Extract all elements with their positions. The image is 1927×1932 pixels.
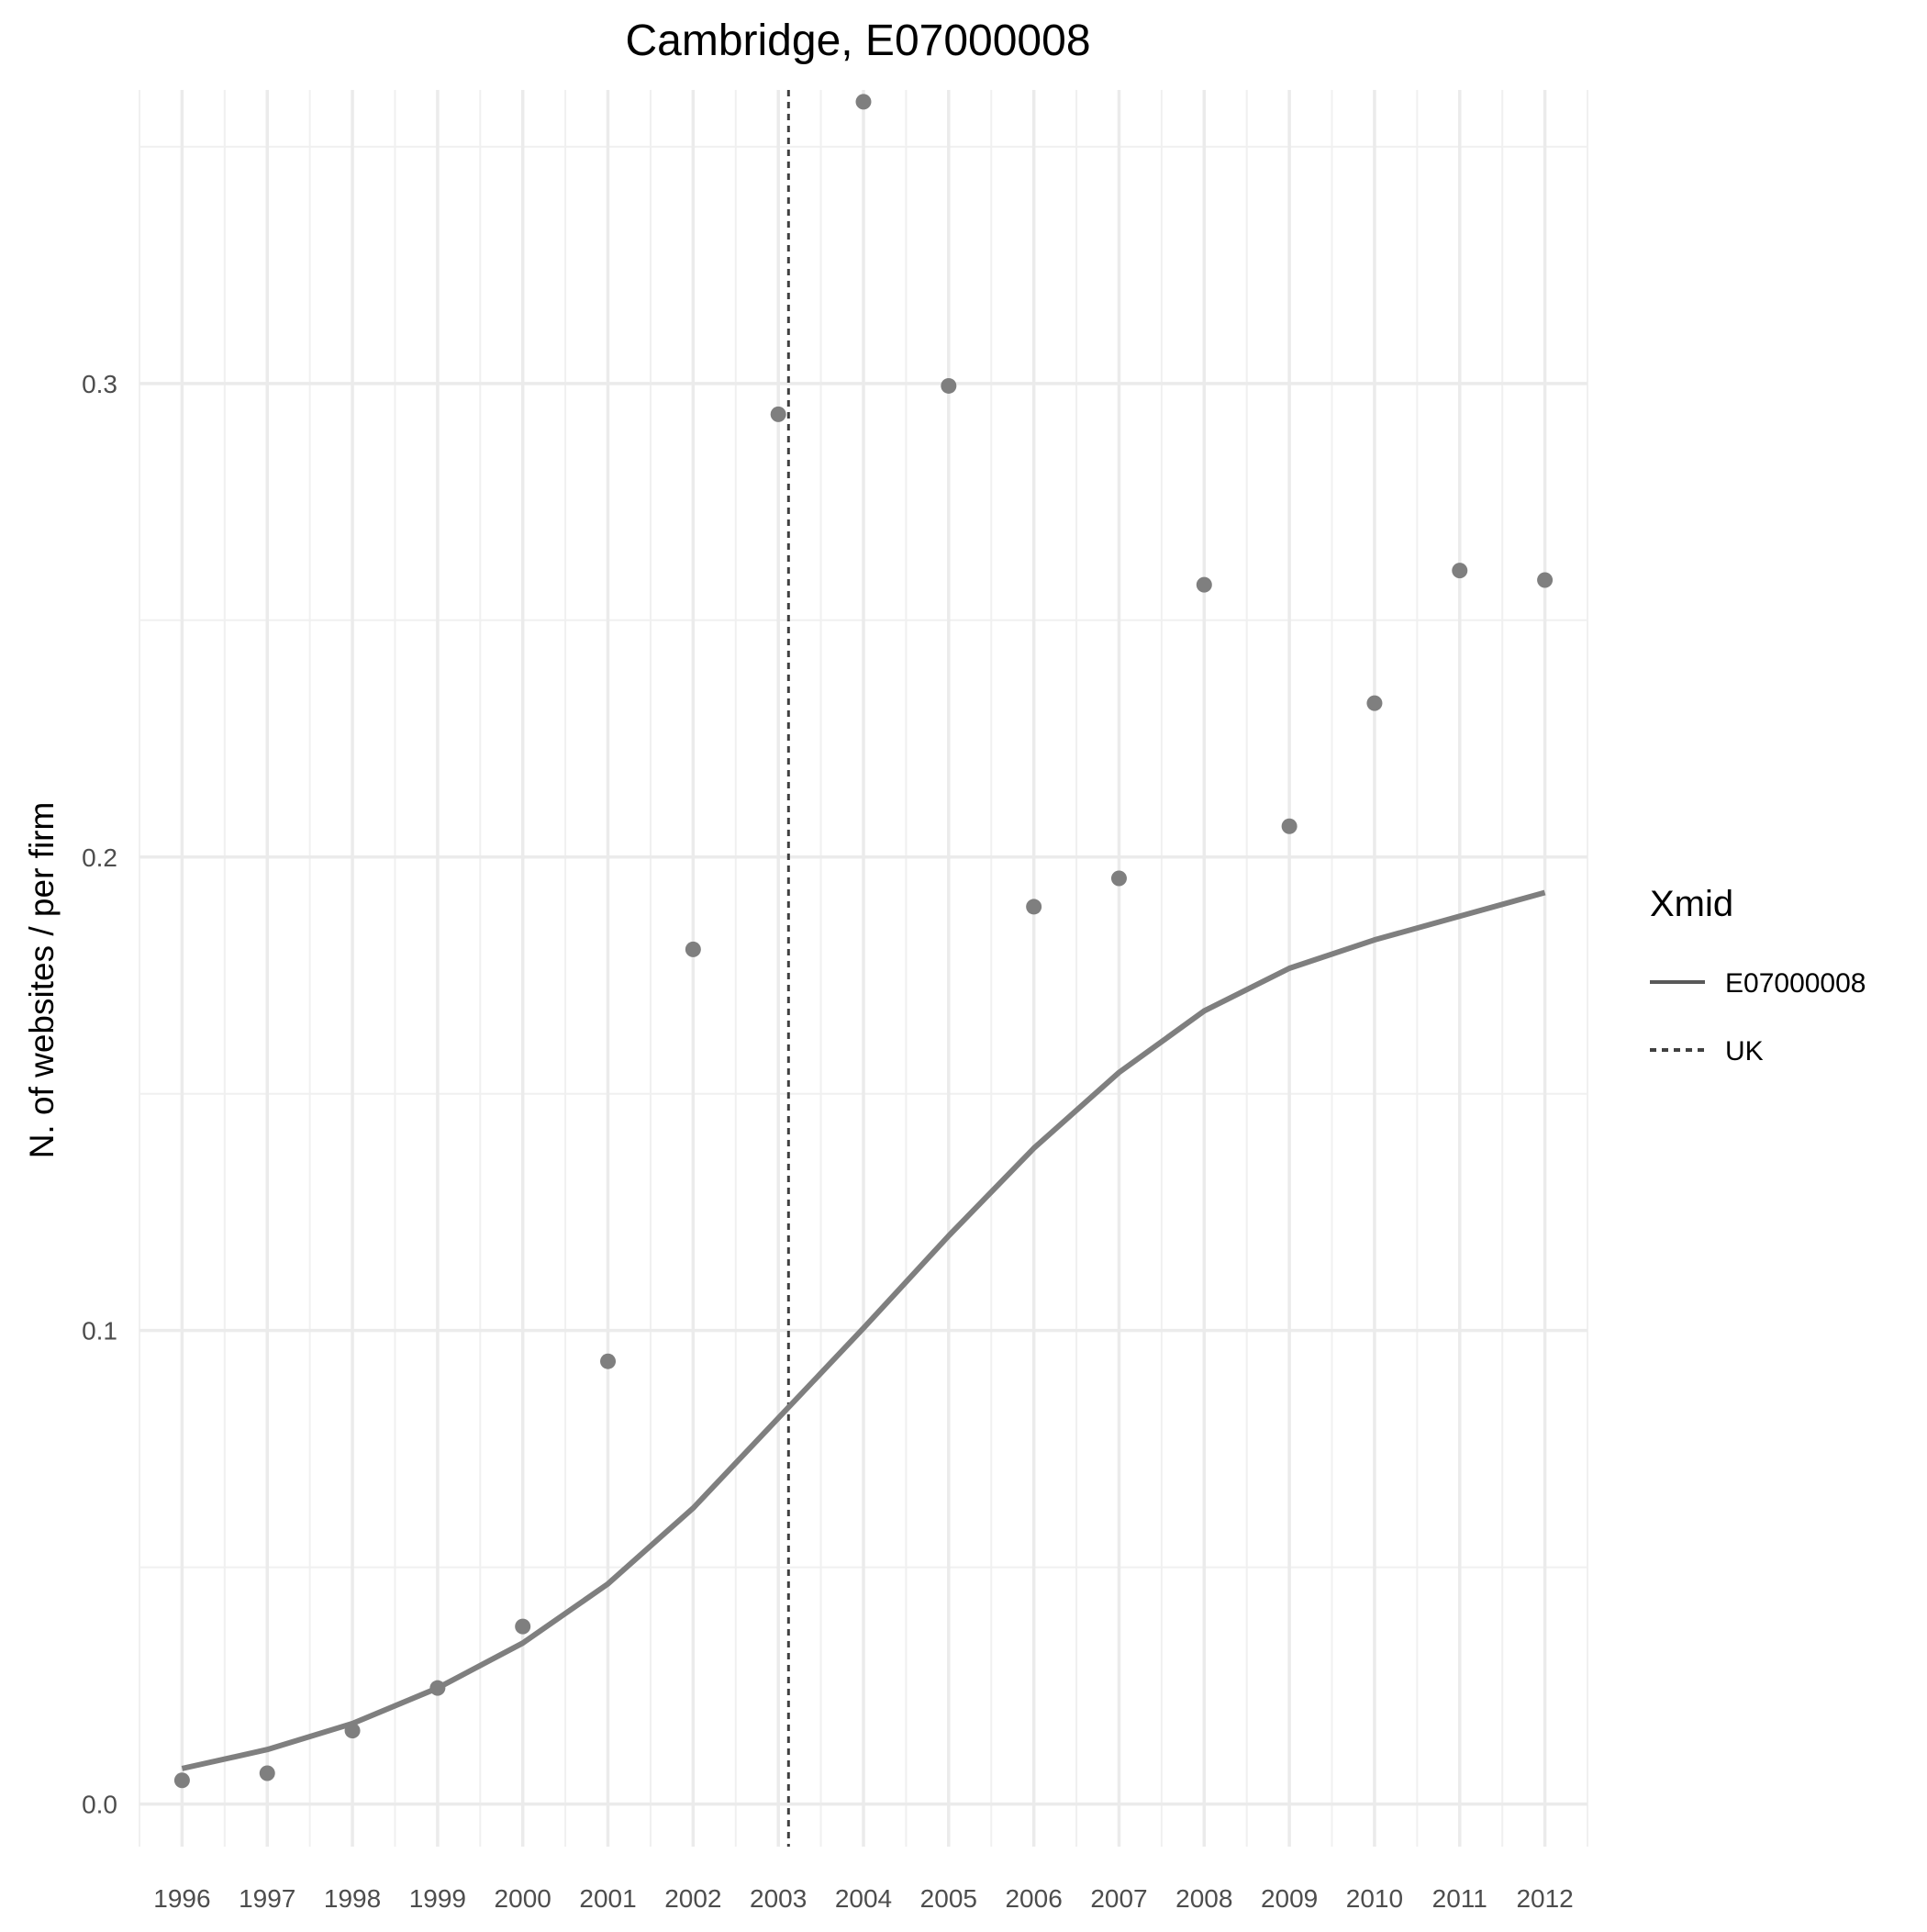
x-tick-label: 1999 bbox=[409, 1884, 466, 1913]
data-point bbox=[770, 406, 786, 422]
series-line-e07000008 bbox=[181, 889, 1546, 1771]
x-tick-label: 1997 bbox=[239, 1884, 295, 1913]
axis-labels: 1996 1997 1998 1999 2000 2001 2002 2003 2004 2005… bbox=[82, 370, 1574, 1913]
x-tick-label: 2009 bbox=[1261, 1884, 1318, 1913]
data-point bbox=[515, 1618, 531, 1635]
data-point bbox=[1196, 576, 1212, 593]
data-point bbox=[1366, 695, 1383, 711]
y-tick-label: 0.2 bbox=[82, 843, 117, 872]
data-point bbox=[685, 941, 701, 957]
data-point bbox=[1281, 818, 1298, 834]
legend-title: Xmid bbox=[1650, 884, 1733, 924]
data-point bbox=[600, 1353, 617, 1369]
grid-layer bbox=[139, 90, 1588, 1847]
legend-label: E07000008 bbox=[1725, 968, 1866, 999]
legend-entries: E07000008 UK bbox=[1650, 968, 1866, 1067]
data-point bbox=[855, 94, 872, 110]
y-axis-title: N. of websites / per firm bbox=[23, 802, 61, 1159]
data-point bbox=[344, 1723, 361, 1739]
legend: Xmid E07000008 UK bbox=[1650, 884, 1866, 1067]
point-layer bbox=[173, 94, 1554, 1789]
y-tick-label: 0.1 bbox=[82, 1317, 117, 1346]
x-tick-label: 1998 bbox=[324, 1884, 381, 1913]
x-tick-label: 2002 bbox=[664, 1884, 721, 1913]
x-tick-label: 2000 bbox=[495, 1884, 551, 1913]
x-tick-label: 2008 bbox=[1175, 1884, 1232, 1913]
x-tick-label: 1996 bbox=[153, 1884, 210, 1913]
data-point bbox=[1110, 870, 1127, 887]
data-point bbox=[941, 377, 957, 394]
x-tick-label: 2007 bbox=[1090, 1884, 1147, 1913]
x-tick-label: 2004 bbox=[835, 1884, 892, 1913]
x-tick-label: 2003 bbox=[750, 1884, 807, 1913]
data-point bbox=[259, 1765, 275, 1781]
series-layer bbox=[181, 889, 1546, 1771]
x-tick-label: 2001 bbox=[579, 1884, 636, 1913]
data-point bbox=[1026, 899, 1042, 915]
x-tick-label: 2011 bbox=[1432, 1884, 1487, 1913]
data-point bbox=[1537, 572, 1554, 588]
chart-title: Cambridge, E07000008 bbox=[625, 17, 1090, 65]
data-point bbox=[1452, 563, 1468, 579]
x-tick-label: 2010 bbox=[1346, 1884, 1403, 1913]
data-point bbox=[173, 1772, 190, 1789]
x-tick-label: 2012 bbox=[1516, 1884, 1573, 1913]
y-tick-label: 0.3 bbox=[82, 370, 117, 398]
legend-label: UK bbox=[1725, 1036, 1764, 1067]
x-tick-label: 2006 bbox=[1005, 1884, 1062, 1913]
x-tick-label: 2005 bbox=[920, 1884, 977, 1913]
data-point bbox=[429, 1680, 446, 1696]
y-tick-label: 0.0 bbox=[82, 1791, 117, 1819]
